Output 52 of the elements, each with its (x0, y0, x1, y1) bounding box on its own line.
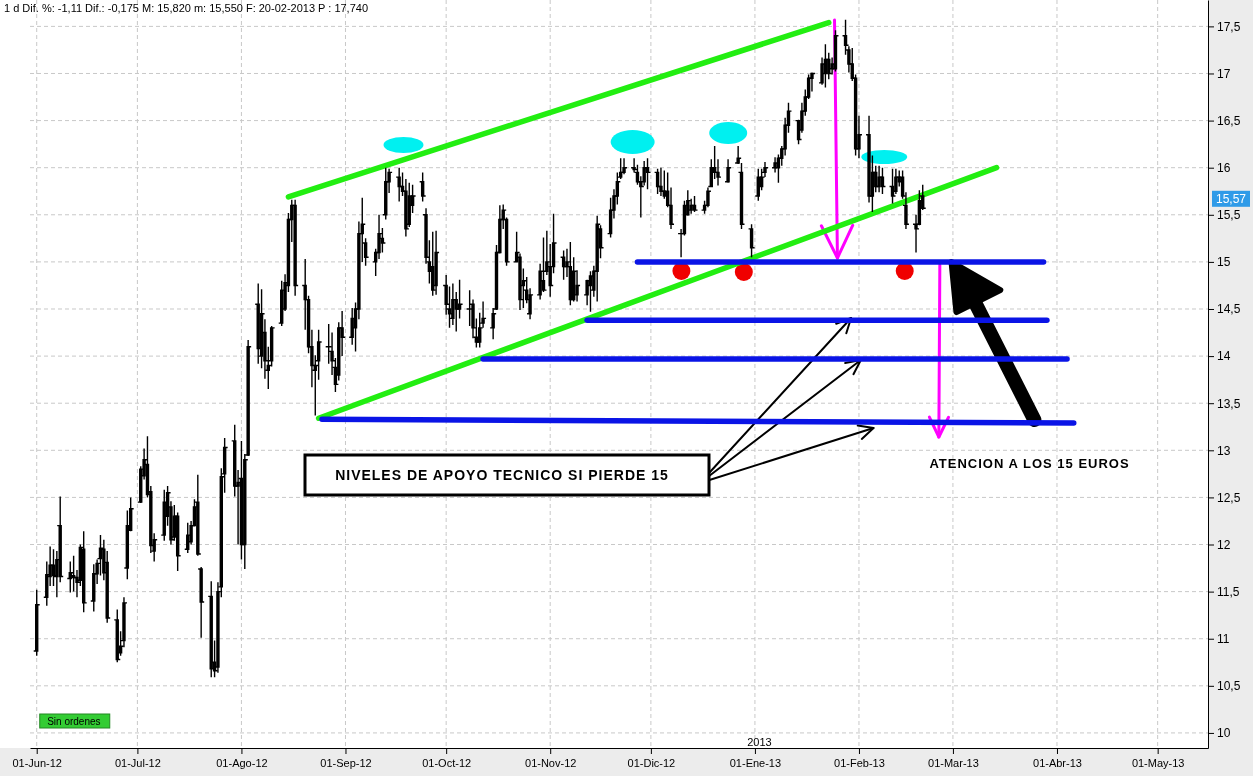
y-tick-label: 13,5 (1217, 396, 1241, 411)
annotation: ATENCION A LOS 15 EUROS (929, 456, 1130, 471)
y-tick-label: 12,5 (1217, 490, 1241, 505)
y-tick-label: 17,5 (1217, 19, 1241, 34)
candlestick (197, 566, 205, 639)
x-tick-label: 01-Oct-12 (422, 756, 472, 769)
candlestick (593, 215, 601, 303)
text: 15,57 (1215, 191, 1247, 206)
y-tick-label: 17 (1217, 66, 1231, 81)
annotation: NIVELES DE APOYO TECNICO SI PIERDE 15 (335, 467, 669, 483)
candlestick (66, 560, 74, 594)
candlestick (620, 157, 628, 175)
x-tick-label: 01-Jun-12 (12, 756, 62, 769)
y-tick-label: 14,5 (1217, 302, 1241, 317)
x-tick-label: 01-Dic-12 (627, 756, 676, 769)
candlestick (418, 171, 427, 203)
y-tick-label: 14 (1217, 349, 1231, 364)
y-tick-label: 10 (1217, 726, 1231, 741)
x-tick-label: 01-Sep-12 (320, 756, 372, 769)
y-tick-label: 13 (1217, 443, 1231, 458)
y-tick-label: 11 (1217, 632, 1230, 647)
x-tick-label: 01-Mar-13 (928, 756, 979, 769)
y-tick-label: 16 (1217, 161, 1231, 176)
candlestick (586, 270, 595, 313)
candlestick (69, 555, 78, 593)
x-tick-label: 01-May-13 (1131, 756, 1185, 769)
candlestick (875, 165, 883, 193)
candlestick (194, 474, 202, 557)
y-tick-label: 11,5 (1217, 584, 1240, 599)
y-tick-label: 15 (1217, 255, 1231, 270)
annotation: Sin ordenes (47, 716, 101, 727)
candlestick (888, 167, 897, 205)
annotation: 2013 (747, 736, 772, 748)
x-tick-label: 01-Ago-12 (216, 756, 268, 769)
candlestick (724, 158, 732, 184)
x-tick-label: 01-Nov-12 (525, 756, 577, 769)
y-tick-label: 12 (1217, 537, 1231, 552)
candlestick (643, 157, 652, 191)
x-tick-label: 01-Ene-13 (729, 756, 782, 769)
candlestick (432, 230, 440, 296)
candlestick (657, 166, 665, 197)
x-tick-label: 01-Abr-13 (1033, 756, 1082, 769)
candlestick (291, 199, 299, 297)
y-tick-label: 15,5 (1217, 208, 1241, 223)
y-tick-label: 16,5 (1217, 113, 1241, 128)
candlestick (878, 166, 887, 195)
x-tick-label: 01-Jul-12 (114, 756, 161, 769)
x-tick-label: 01-Feb-13 (834, 756, 885, 769)
candlestick (690, 195, 699, 213)
y-tick-label: 10,5 (1217, 679, 1241, 694)
chart-title: 1 d Dif. %: -1,11 Dif.: -0,175 M: 15,820 m: 15,550 F: 20-02-2013 P : 17,740 (4, 2, 369, 14)
candlestick (395, 166, 403, 203)
